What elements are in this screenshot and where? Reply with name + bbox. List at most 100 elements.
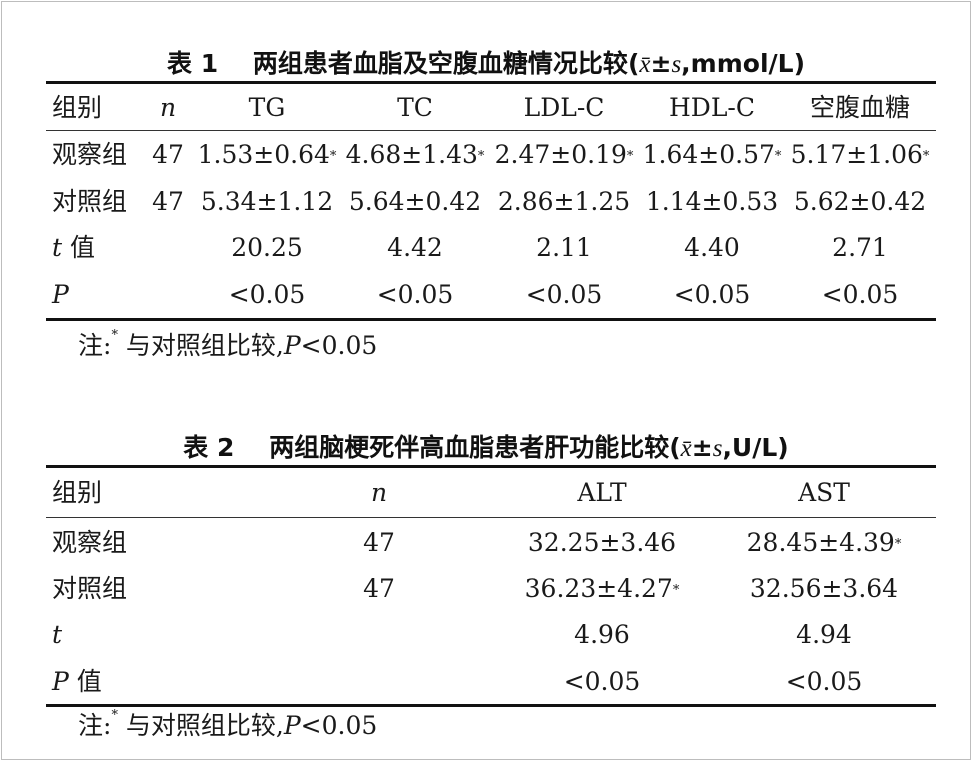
cell-number: 28.45±4.39	[746, 528, 895, 557]
cell-value: 4.68±1.43*	[346, 132, 485, 178]
table2-stat-x: x̄	[680, 435, 692, 462]
cell-value: 2.47±0.19*	[495, 132, 634, 178]
table2-top-rule	[46, 465, 936, 468]
table1-stat-x: x̄	[639, 51, 651, 78]
cell-value: 20.25	[231, 225, 303, 271]
row-group-text: 观察组	[52, 528, 128, 557]
row-group-label: t	[52, 612, 62, 658]
table2-note-text: 与对照组比较,	[117, 711, 284, 740]
table1-header-ldl: LDL-C	[523, 93, 605, 122]
significance-star: *	[894, 537, 902, 552]
table1-stat-pm: ±	[650, 49, 672, 78]
cell-number: <0.05	[525, 280, 603, 309]
table2-note-prefix: 注:	[78, 711, 112, 740]
table-row: t 4.96 4.94	[46, 612, 936, 658]
cell-number: <0.05	[673, 280, 751, 309]
row-group-label: 观察组	[52, 520, 127, 566]
table1-note-tail: <0.05	[300, 331, 378, 360]
table2-header-row: 组别 n ALT AST	[46, 470, 936, 516]
cell-value: 4.96	[574, 612, 630, 658]
significance-star: *	[626, 149, 634, 164]
cell-value: 28.45±4.39*	[747, 520, 902, 566]
cell-value: 5.34±1.12	[201, 179, 333, 225]
cell-number: 5.64±0.42	[348, 187, 482, 216]
table1-title: 两组患者血脂及空腹血糖情况比较	[252, 49, 628, 78]
cell-number: 4.40	[684, 233, 740, 262]
row-group-text: 值	[68, 667, 102, 696]
table2-header-group: 组别	[52, 478, 103, 507]
cell-number: 2.47±0.19	[494, 140, 627, 169]
table2-header-rule	[46, 517, 936, 519]
cell-number: 32.25±3.46	[527, 528, 677, 557]
cell-value: 2.86±1.25	[498, 179, 630, 225]
cell-value: <0.05	[564, 659, 641, 705]
cell-number: 2.86±1.25	[497, 187, 631, 216]
cell-value: 32.25±3.46	[528, 520, 676, 566]
table2-header-ast: AST	[798, 478, 850, 507]
table1-header-tg: TG	[248, 93, 286, 122]
table1-header-hdl: HDL-C	[668, 93, 756, 122]
cell-number: 1.64±0.57	[642, 140, 775, 169]
cell-value: 1.53±0.64*	[198, 132, 337, 178]
cell-value: <0.05	[786, 659, 863, 705]
cell-value: 2.11	[536, 225, 592, 271]
table1-caption: 表 1 两组患者血脂及空腹血糖情况比较(x̄±s,mmol/L)	[166, 49, 805, 78]
row-group-text: 对照组	[52, 187, 128, 216]
row-group-label: t 值	[52, 225, 95, 271]
cell-number: <0.05	[376, 280, 454, 309]
table1-header-glucose: 空腹血糖	[809, 93, 911, 122]
cell-number: 5.62±0.42	[793, 187, 927, 216]
cell-value: <0.05	[674, 272, 751, 318]
table-row: t 值 20.25 4.42 2.11 4.40 2.71	[46, 225, 936, 271]
row-group-label: P	[52, 272, 69, 318]
table1-header-row: 组别 n TG TC LDL-C HDL-C 空腹血糖	[46, 85, 936, 131]
table2-unit: ,U/L)	[722, 433, 789, 462]
table-row: 观察组 47 1.53±0.64* 4.68±1.43* 2.47±0.19* 1.64±…	[46, 132, 936, 178]
table1-unit: ,mmol/L)	[681, 49, 805, 78]
table-row: 对照组 47 5.34±1.12 5.64±0.42 2.86±1.25 1.14±0.5…	[46, 179, 936, 225]
cell-value: <0.05	[526, 272, 603, 318]
cell-value: <0.05	[377, 272, 454, 318]
cell-number: 5.17±1.06	[790, 140, 923, 169]
cell-value: <0.05	[229, 272, 306, 318]
row-group-italic: P	[52, 667, 69, 696]
table-row: 观察组 47 32.25±3.46 28.45±4.39*	[46, 520, 936, 566]
row-group-label: P 值	[52, 659, 102, 705]
cell-number: 1.53±0.64	[197, 140, 330, 169]
cell-number: 2.71	[832, 233, 888, 262]
table2-note: 注:* 与对照组比较,P<0.05	[78, 706, 377, 742]
row-group-text: 值	[62, 233, 95, 262]
cell-number: 36.23±4.27	[524, 574, 673, 603]
cell-value: 5.17±1.06*	[791, 132, 930, 178]
cell-number: 4.68±1.43	[345, 140, 478, 169]
row-group-italic: t	[52, 620, 63, 649]
table1-header-group: 组别	[52, 93, 103, 122]
cell-number: 2.11	[536, 233, 592, 262]
row-group-label: 对照组	[52, 566, 127, 612]
table1-note-p: P	[283, 331, 301, 360]
table1-note: 注:* 与对照组比较,P<0.05	[78, 326, 377, 362]
significance-star: *	[922, 149, 930, 164]
cell-number: <0.05	[228, 280, 306, 309]
table2-bottom-rule	[46, 704, 936, 707]
table2-header-n: n	[370, 478, 388, 507]
cell-number: 32.56±3.64	[749, 574, 899, 603]
table-row: 对照组 47 36.23±4.27* 32.56±3.64	[46, 566, 936, 612]
significance-star: *	[477, 149, 485, 164]
table2-stat-pm: ±	[691, 433, 713, 462]
cell-value: 5.64±0.42	[349, 179, 481, 225]
cell-number: 4.96	[574, 620, 630, 649]
cell-value: 36.23±4.27*	[525, 566, 680, 612]
table1-top-rule	[46, 81, 936, 84]
row-group-text: 观察组	[52, 140, 128, 169]
row-n: 47	[152, 187, 184, 216]
table1-note-prefix: 注:	[78, 331, 112, 360]
cell-number: <0.05	[563, 667, 641, 696]
table1-note-star: *	[111, 328, 118, 343]
cell-value: 4.42	[387, 225, 443, 271]
table2-note-star: *	[111, 708, 118, 723]
cell-number: <0.05	[821, 280, 899, 309]
cell-number: 5.34±1.12	[200, 187, 334, 216]
row-n: 47	[152, 140, 184, 169]
